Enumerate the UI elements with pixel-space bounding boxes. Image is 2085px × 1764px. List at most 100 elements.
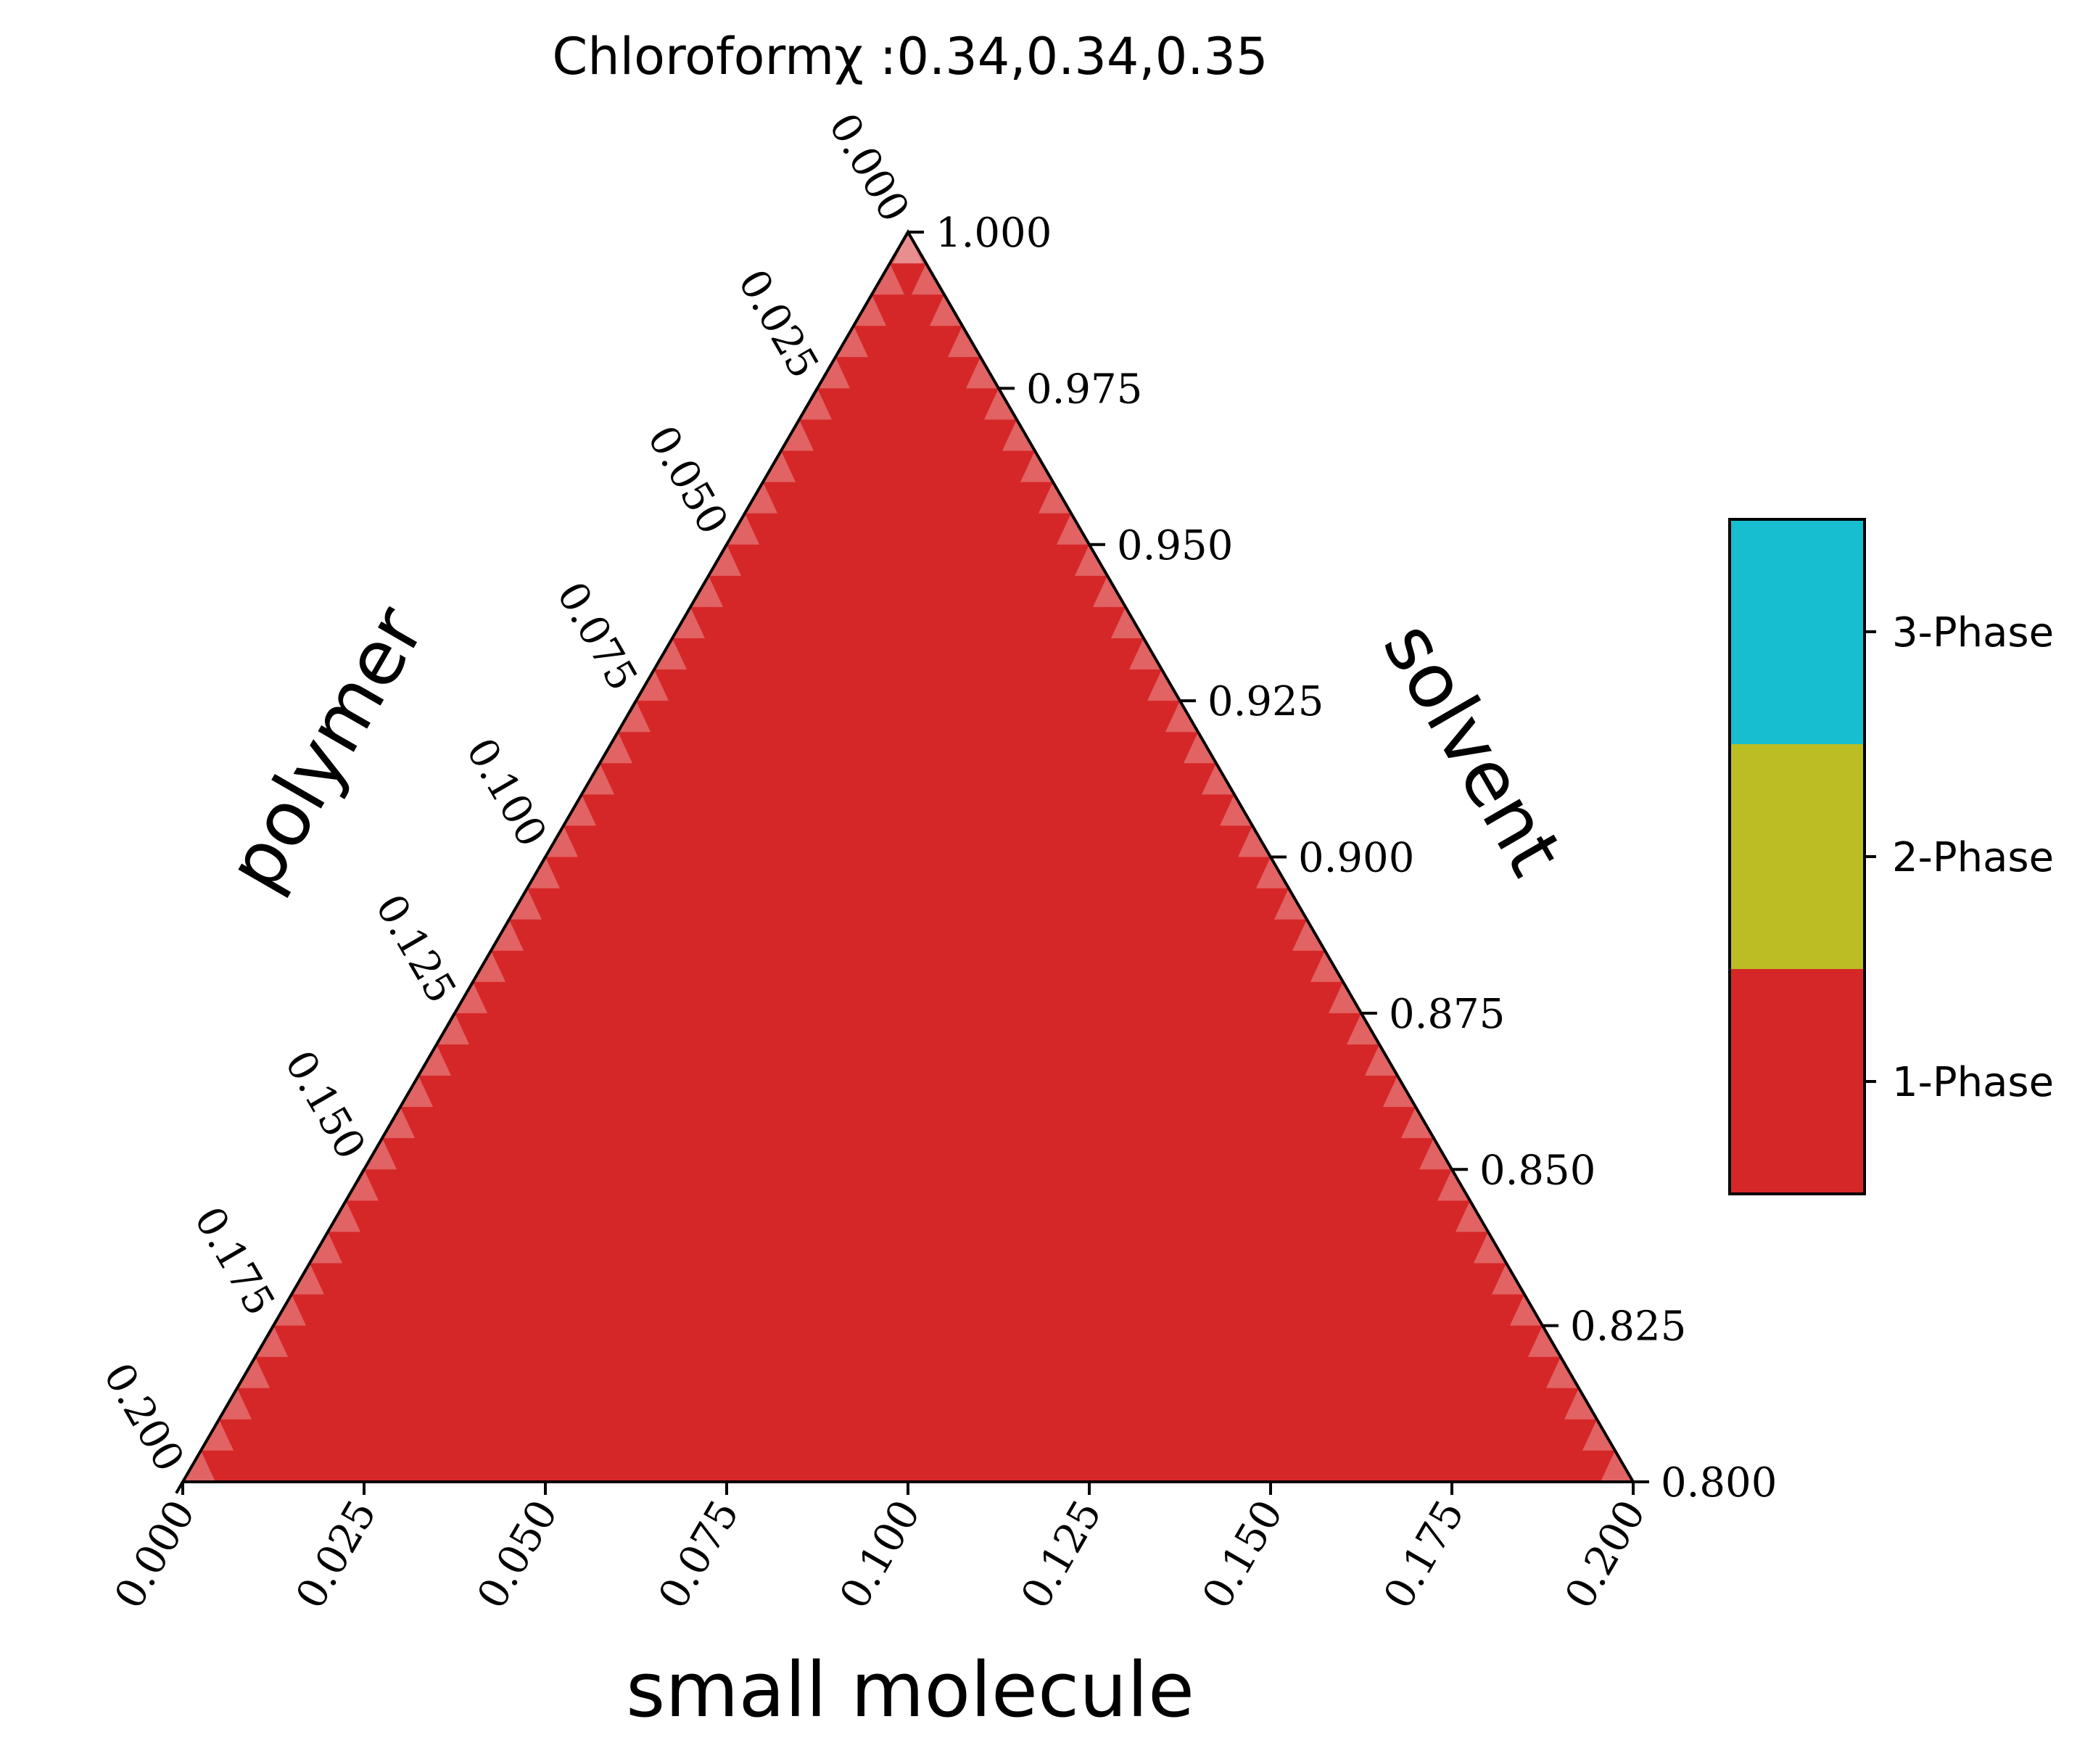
- tick-label-right: 0.850: [1479, 1147, 1595, 1194]
- mesh-edge-facet-right: [1401, 1107, 1434, 1139]
- tick-label-left: 0.100: [457, 730, 556, 854]
- mesh-edge-facet-right: [1419, 1138, 1452, 1170]
- mesh-edge-facet-left: [854, 294, 886, 326]
- mesh-edge-facet-right: [1329, 981, 1361, 1013]
- tick-label-left: 0.075: [548, 574, 646, 698]
- tick-left: [265, 1324, 275, 1338]
- tick-label-bottom: 0.100: [831, 1493, 930, 1617]
- mesh-edge-facet-right: [1274, 888, 1307, 920]
- tick-label-left: 0.000: [819, 106, 918, 230]
- mesh-edge-facet-left: [509, 888, 542, 920]
- mesh-edge-facet-left: [709, 544, 741, 576]
- mesh-edge-facet-left: [600, 732, 632, 764]
- mesh-edge-facet-right: [948, 326, 980, 358]
- mesh-edge-facet-right: [1365, 1044, 1397, 1076]
- tick-label-left: 0.175: [185, 1199, 284, 1323]
- mesh-edge-facet-left: [618, 701, 651, 733]
- mesh-edge-facet-left: [292, 1263, 324, 1295]
- mesh-edge-facet-right: [1383, 1076, 1416, 1108]
- mesh-edge-facet-left: [835, 326, 868, 358]
- mesh-edge-facet-left: [672, 606, 705, 638]
- mesh-edge-facet-right: [1528, 1325, 1561, 1357]
- mesh-edge-facet-left: [491, 919, 524, 951]
- mesh-edge-facet-left: [545, 825, 578, 857]
- mesh-edge-facet-right: [1147, 669, 1180, 701]
- tick-label-left: 0.025: [729, 262, 827, 386]
- mesh-edge-facet-left: [382, 1107, 415, 1139]
- legend-label-3-phase: 3-Phase: [1892, 609, 2054, 656]
- tick-label-right: 0.875: [1389, 991, 1505, 1038]
- tick-label-right: 0.900: [1298, 835, 1414, 882]
- tick-left: [356, 1169, 366, 1182]
- tick-label-right: 0.975: [1026, 366, 1142, 413]
- mesh-edge-facet-right: [1039, 482, 1071, 514]
- mesh-edge-facet-right: [1292, 919, 1325, 951]
- mesh-edge-facet-right: [1202, 763, 1234, 795]
- mesh-edge-facet-left: [582, 763, 614, 795]
- mesh-edge-facet-left: [690, 575, 723, 607]
- tick-left: [900, 231, 909, 244]
- mesh-edge-facet-left: [527, 857, 560, 889]
- mesh-edge-facet-right: [1129, 638, 1162, 670]
- mesh-edge-facet-right: [1601, 1450, 1633, 1482]
- mesh-edge-facet-left: [183, 1450, 215, 1482]
- mesh-edge-facet-right: [1184, 732, 1216, 764]
- tick-left: [447, 1012, 456, 1026]
- tick-label-right: 0.925: [1207, 678, 1324, 725]
- chart-title: Chloroformχ :0.34,0.34,0.35: [552, 27, 1268, 86]
- tick-left: [809, 387, 819, 400]
- tick-label-left: 0.150: [276, 1043, 374, 1167]
- axis-label-small-molecule: small molecule: [626, 1646, 1194, 1734]
- tick-left: [537, 856, 547, 870]
- mesh-edge-facet-right: [1002, 419, 1035, 451]
- mesh-edge-facet-left: [781, 419, 814, 451]
- mesh-edge-facet-left: [745, 482, 777, 514]
- mesh-edge-facet-right: [1546, 1356, 1579, 1388]
- mesh-edge-facet-right: [1456, 1200, 1488, 1232]
- mesh-edge-facet-right: [1492, 1263, 1524, 1295]
- mesh-edge-facet-right: [984, 388, 1017, 420]
- legend-swatch-1-phase: [1730, 969, 1865, 1194]
- mesh-edge-facet-left: [817, 357, 850, 389]
- mesh-edge-facet-right: [1347, 1013, 1379, 1044]
- mesh-edge-facet-left: [255, 1325, 288, 1357]
- mesh-edge-facet-right: [1474, 1232, 1506, 1264]
- tick-label-bottom: 0.025: [287, 1493, 386, 1617]
- mesh-edge-facet-left: [237, 1356, 270, 1388]
- mesh-edge-facet-left: [799, 388, 832, 420]
- tick-label-bottom: 0.200: [1556, 1493, 1655, 1617]
- mesh-edge-facet-left: [437, 1013, 469, 1044]
- tick-label-bottom: 0.175: [1375, 1493, 1474, 1617]
- mesh-edge-facet-right: [1057, 513, 1089, 545]
- tick-label-bottom: 0.000: [106, 1493, 205, 1617]
- phase-region-layer: [183, 232, 1633, 1482]
- tick-label-right: 0.950: [1117, 522, 1233, 569]
- mesh-edge-facet-left: [563, 794, 596, 826]
- mesh-edge-facet-left: [890, 232, 922, 264]
- mesh-edge-facet-left: [473, 950, 505, 982]
- legend-swatch-3-phase: [1730, 519, 1865, 744]
- mesh-edge-facet-left: [636, 669, 669, 701]
- mesh-edge-facet-right: [912, 263, 944, 295]
- mesh-edge-facet-right: [1220, 794, 1252, 826]
- mesh-edge-facet-left: [654, 638, 687, 670]
- mesh-edge-facet-left: [455, 981, 487, 1013]
- mesh-edge-facet-left: [872, 263, 904, 295]
- tick-label-right: 0.825: [1570, 1303, 1686, 1351]
- mesh-edge-facet-right: [1165, 701, 1198, 733]
- tick-label-right: 1.000: [936, 210, 1052, 257]
- tick-left: [628, 700, 637, 713]
- mesh-edge-facet-right: [1093, 575, 1126, 607]
- mesh-edge-facet-left: [364, 1138, 397, 1170]
- tick-label-bottom: 0.050: [468, 1493, 567, 1617]
- mesh-edge-facet-left: [219, 1388, 252, 1419]
- tick-left: [719, 543, 728, 557]
- mesh-edge-facet-right: [1020, 450, 1053, 482]
- legend-label-1-phase: 1-Phase: [1892, 1059, 2054, 1106]
- mesh-edge-facet-left: [201, 1419, 234, 1451]
- mesh-edge-facet-right: [1564, 1388, 1597, 1419]
- legend-frame: [1728, 518, 1866, 1195]
- mesh-edge-facet-left: [273, 1294, 306, 1326]
- tick-label-bottom: 0.150: [1194, 1493, 1292, 1617]
